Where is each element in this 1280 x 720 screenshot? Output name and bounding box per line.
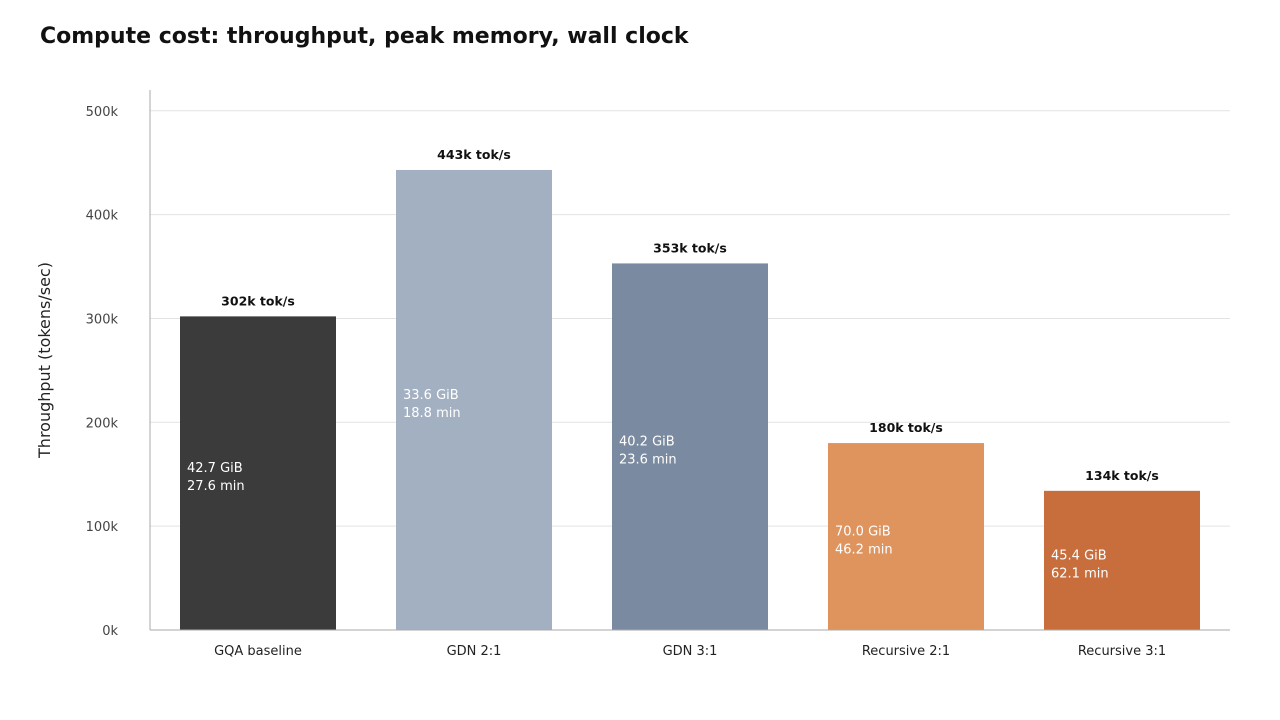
bar-value-label: 134k tok/s xyxy=(1085,468,1159,483)
x-tick-label: Recursive 2:1 xyxy=(862,644,950,659)
bar-memory-label: 70.0 GiB xyxy=(835,525,891,540)
bar-labels: 302k tok/s 42.7 GiB 27.6 min 443k tok/s 33.6… xyxy=(187,147,1159,581)
bar-wallclock-label: 46.2 min xyxy=(835,543,893,558)
bar-memory-label: 42.7 GiB xyxy=(187,461,243,476)
bar-value-label: 302k tok/s xyxy=(221,293,295,308)
bar-memory-label: 45.4 GiB xyxy=(1051,548,1107,563)
y-tick-label: 200k xyxy=(86,416,119,431)
bar xyxy=(180,316,336,630)
y-tick-label: 500k xyxy=(86,105,119,120)
x-tick-label: GDN 2:1 xyxy=(447,644,502,659)
y-tick-label: 400k xyxy=(86,209,119,224)
y-tick-label: 300k xyxy=(86,312,119,327)
bar-wallclock-label: 27.6 min xyxy=(187,479,245,494)
bars xyxy=(180,169,1200,630)
chart-title: Compute cost: throughput, peak memory, w… xyxy=(40,24,689,49)
bar xyxy=(612,263,768,630)
bar-value-label: 180k tok/s xyxy=(869,420,943,435)
y-tick-label: 0k xyxy=(102,624,118,639)
y-axis-ticks: 0k 100k 200k 300k 400k 500k xyxy=(86,105,119,639)
x-tick-label: GQA baseline xyxy=(214,644,302,659)
y-axis-label: Throughput (tokens/sec) xyxy=(35,262,54,459)
bar xyxy=(828,443,984,630)
bar-memory-label: 33.6 GiB xyxy=(403,388,459,403)
bar-wallclock-label: 23.6 min xyxy=(619,453,677,468)
bar-wallclock-label: 62.1 min xyxy=(1051,566,1109,581)
bar xyxy=(1044,490,1200,630)
bar-wallclock-label: 18.8 min xyxy=(403,406,461,421)
x-tick-label: Recursive 3:1 xyxy=(1078,644,1166,659)
bar xyxy=(396,169,552,630)
y-tick-label: 100k xyxy=(86,520,119,535)
bar-value-label: 353k tok/s xyxy=(653,240,727,255)
x-tick-label: GDN 3:1 xyxy=(663,644,718,659)
bar-value-label: 443k tok/s xyxy=(437,147,511,162)
bar-memory-label: 40.2 GiB xyxy=(619,435,675,450)
x-axis-ticks: GQA baseline GDN 2:1 GDN 3:1 Recursive 2:1 R… xyxy=(214,644,1166,659)
